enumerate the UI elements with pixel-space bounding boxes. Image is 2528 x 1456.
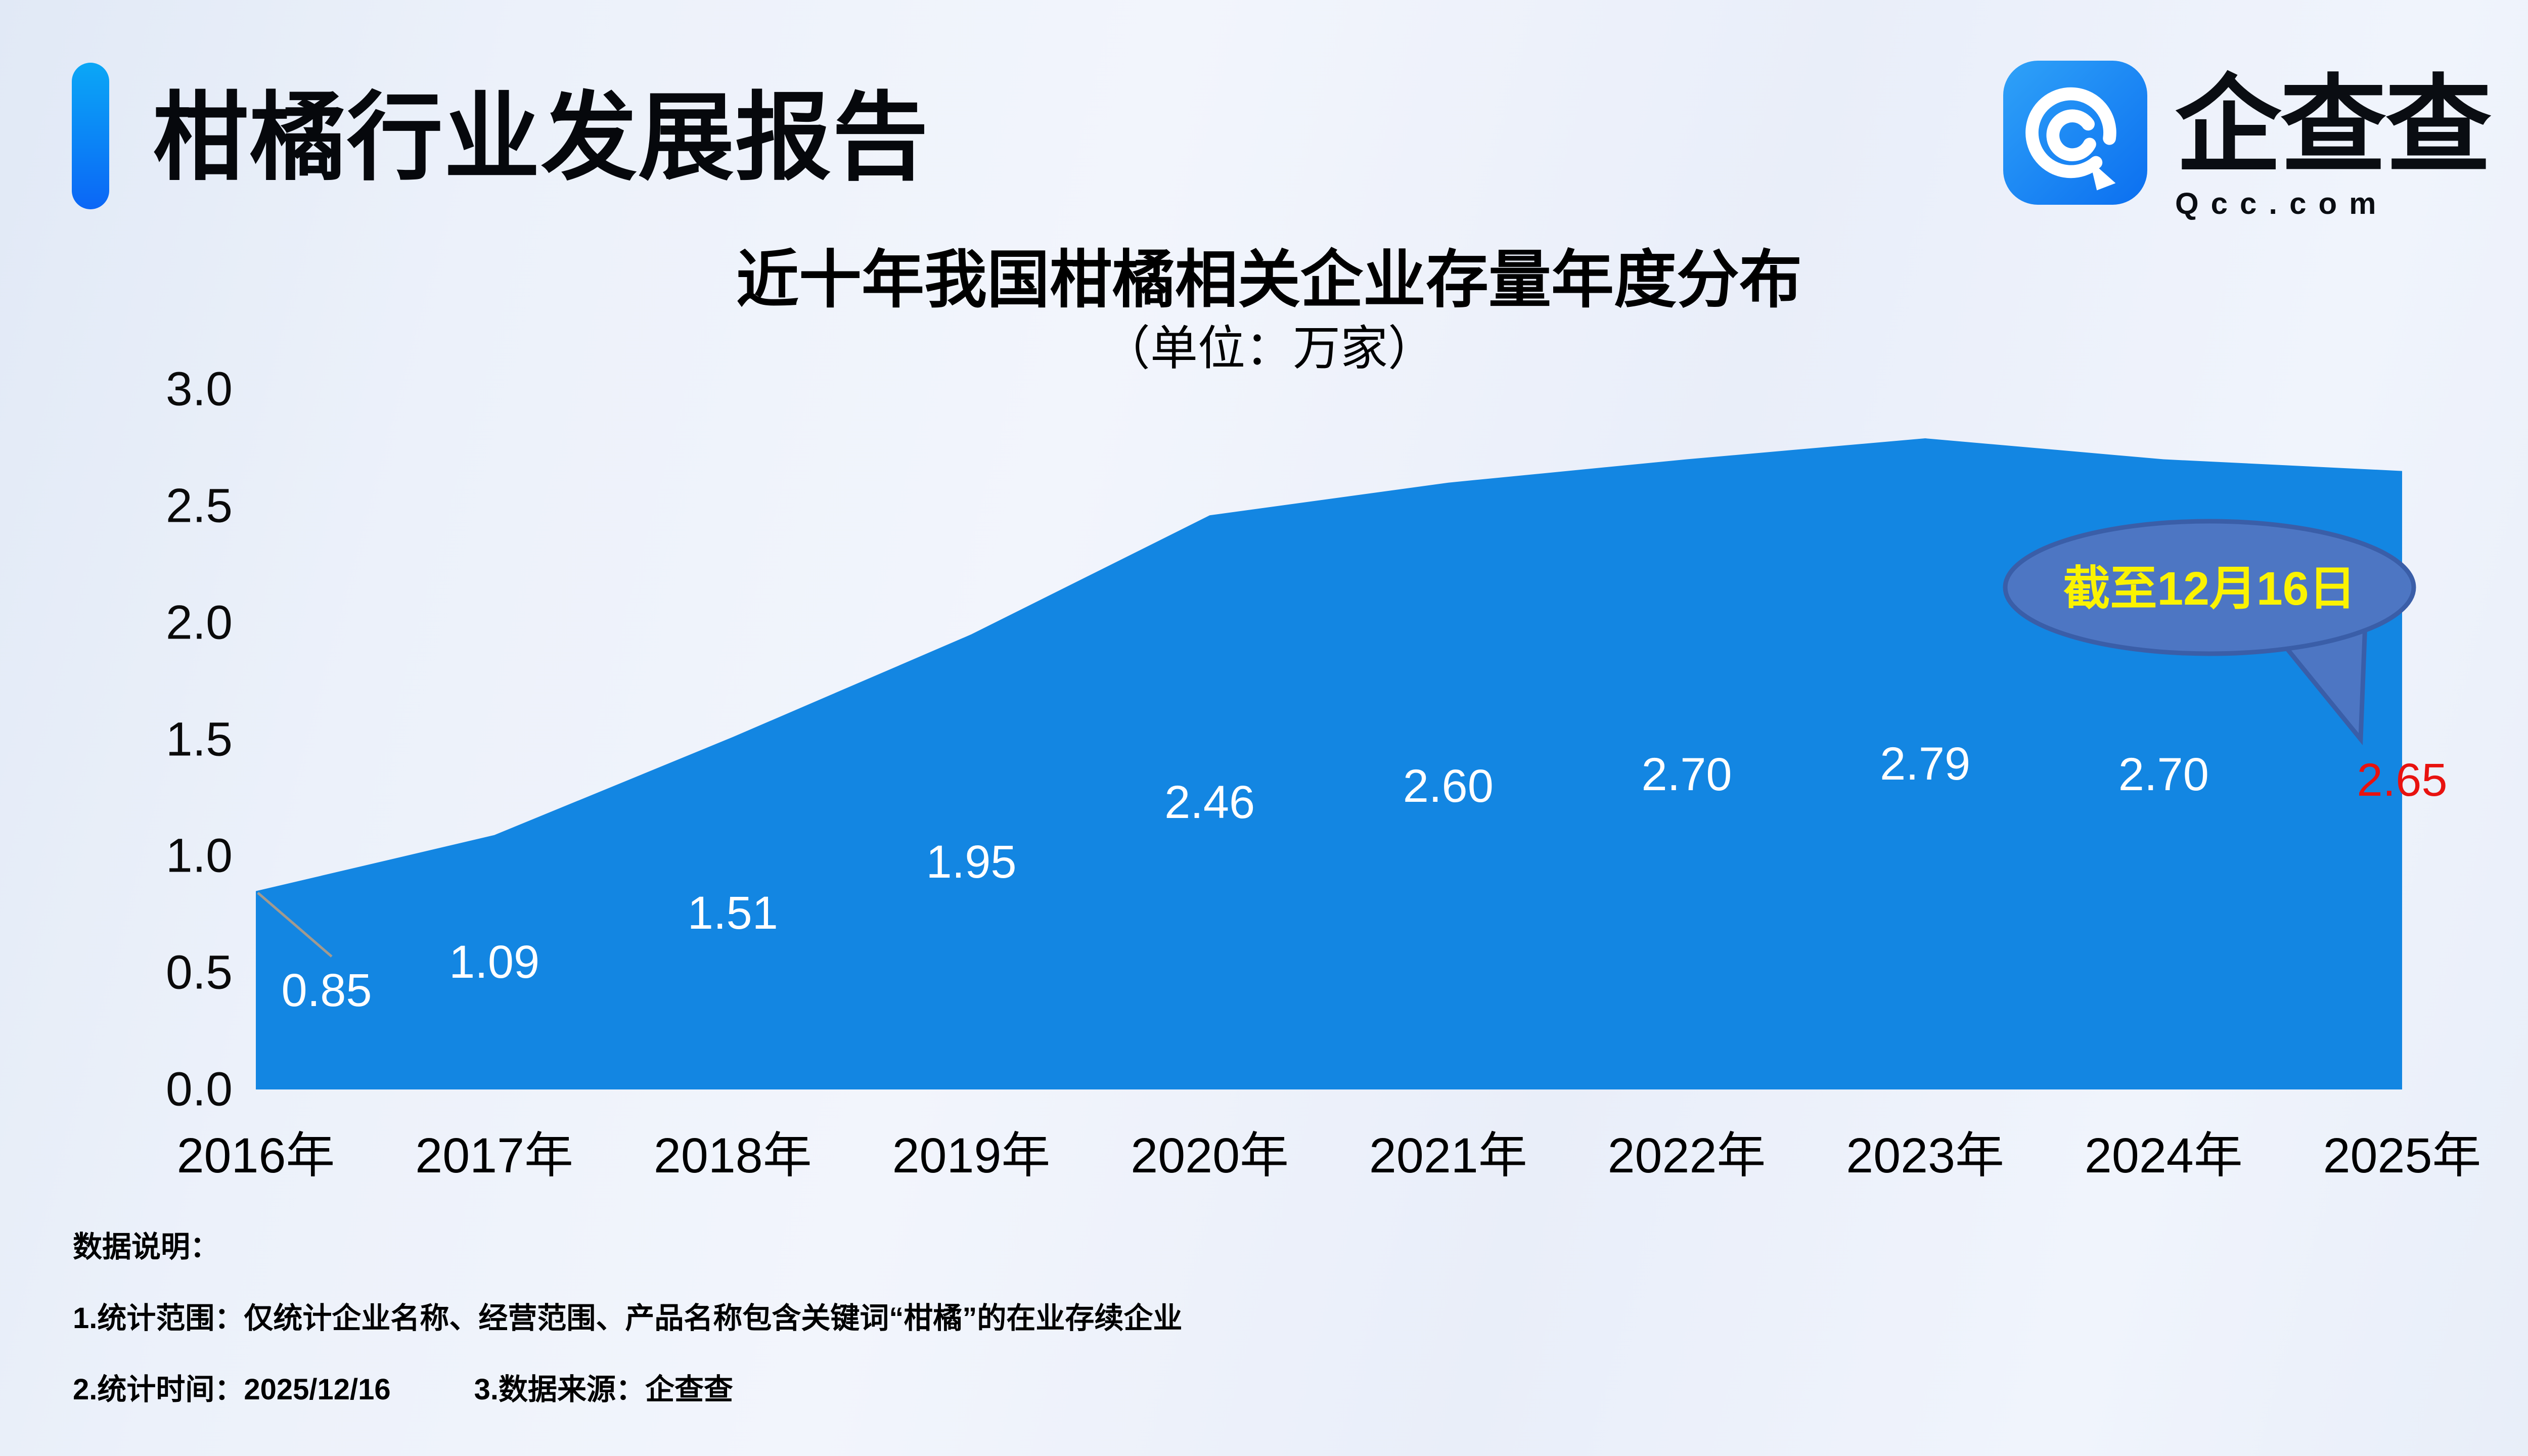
notes-source: 3.数据来源：企查查 bbox=[474, 1373, 734, 1406]
plot-area: 截至12月16日 0.85 1.09 1.51 1.95 2.46 2.60 2.70 2.7… bbox=[256, 389, 2448, 1089]
notes-time-source: 2.统计时间：2025/12/16 3.数据来源：企查查 bbox=[73, 1375, 1182, 1404]
title-accent-bar bbox=[72, 63, 109, 209]
x-tick-2018年: 2018年 bbox=[653, 1128, 812, 1183]
y-tick-3.0: 3.0 bbox=[165, 362, 233, 416]
x-tick-2021年: 2021年 bbox=[1369, 1128, 1527, 1183]
data-label-2020年: 2.46 bbox=[1164, 777, 1255, 829]
logo-name: 企查查 bbox=[2175, 66, 2492, 185]
annotation-callout: 截至12月16日 bbox=[2003, 519, 2416, 746]
x-tick-2020年: 2020年 bbox=[1131, 1128, 1289, 1183]
y-axis: 3.0 2.5 2.0 1.5 1.0 0.5 0.0 bbox=[76, 365, 233, 1113]
data-label-2021年: 2.60 bbox=[1403, 760, 1494, 812]
data-label-2018年: 1.51 bbox=[687, 887, 778, 939]
data-label-2022年: 2.70 bbox=[1641, 748, 1732, 800]
data-label-2023年: 2.79 bbox=[1880, 738, 1971, 790]
data-label-2017年: 1.09 bbox=[449, 936, 540, 988]
logo-domain: Qcc.com bbox=[2175, 187, 2388, 220]
data-label-2025年: 2.65 bbox=[2357, 754, 2448, 806]
x-tick-2017年: 2017年 bbox=[415, 1128, 574, 1183]
first-point-leader-line bbox=[257, 892, 333, 958]
y-tick-0.0: 0.0 bbox=[165, 1062, 233, 1116]
chart-title: 近十年我国柑橘相关企业存量年度分布 bbox=[736, 245, 1802, 315]
x-tick-2022年: 2022年 bbox=[1607, 1128, 1766, 1183]
y-tick-1.0: 1.0 bbox=[165, 829, 233, 883]
callout-text: 截至12月16日 bbox=[2063, 562, 2356, 615]
y-tick-0.5: 0.5 bbox=[165, 945, 233, 999]
area-series bbox=[256, 438, 2402, 1089]
logo-q-tail bbox=[2090, 160, 2116, 191]
y-tick-2.5: 2.5 bbox=[165, 479, 233, 533]
data-label-2019年: 1.95 bbox=[926, 836, 1017, 888]
area-chart-svg: 截至12月16日 bbox=[256, 438, 2416, 1089]
callout-bubble bbox=[2003, 519, 2416, 656]
notes-time: 2.统计时间：2025/12/16 bbox=[73, 1373, 391, 1406]
chart-unit-subtitle: （单位：万家） bbox=[1102, 322, 1435, 375]
notes-title: 数据说明： bbox=[73, 1231, 220, 1263]
x-tick-2024年: 2024年 bbox=[2084, 1128, 2243, 1183]
notes-block: 数据说明： 1.统计范围：仅统计企业名称、经营范围、产品名称包含关键词“柑橘”的… bbox=[73, 1233, 1182, 1404]
x-tick-2016年: 2016年 bbox=[176, 1128, 335, 1183]
x-axis: 2016年 2017年 2018年 2019年 2020年 2021年 2022年 2023年… bbox=[177, 1112, 2481, 1198]
x-tick-2025年: 2025年 bbox=[2323, 1128, 2481, 1183]
x-tick-2019年: 2019年 bbox=[892, 1128, 1051, 1183]
notes-scope: 1.统计范围：仅统计企业名称、经营范围、产品名称包含关键词“柑橘”的在业存续企业 bbox=[73, 1302, 1183, 1335]
y-tick-1.5: 1.5 bbox=[165, 712, 233, 766]
qcc-logo: 企查查 Qcc.com bbox=[2003, 61, 2492, 221]
data-label-2016年: 0.85 bbox=[281, 964, 372, 1016]
x-tick-2023年: 2023年 bbox=[1846, 1128, 2005, 1183]
data-label-2024年: 2.70 bbox=[2118, 748, 2209, 800]
report-title: 柑橘行业发展报告 bbox=[153, 84, 930, 192]
logo-text: 企查查 Qcc.com bbox=[2175, 61, 2492, 221]
qcc-logo-icon bbox=[2003, 61, 2147, 205]
y-tick-2.0: 2.0 bbox=[165, 596, 233, 650]
